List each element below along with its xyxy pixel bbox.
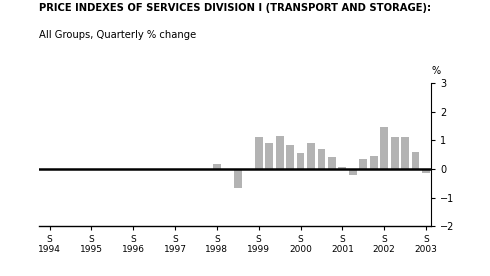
Bar xyxy=(370,156,378,169)
Text: All Groups, Quarterly % change: All Groups, Quarterly % change xyxy=(39,30,196,40)
Text: %: % xyxy=(431,66,441,76)
Bar xyxy=(349,169,357,175)
Bar xyxy=(245,169,252,170)
Bar xyxy=(412,152,419,169)
Bar xyxy=(422,169,430,173)
Bar xyxy=(213,164,221,169)
Bar xyxy=(255,137,263,169)
Bar xyxy=(234,169,242,188)
Bar xyxy=(380,127,388,169)
Bar xyxy=(296,153,304,169)
Bar xyxy=(46,169,53,170)
Bar xyxy=(265,143,273,169)
Bar xyxy=(307,143,315,169)
Bar xyxy=(401,137,409,169)
Bar xyxy=(359,159,367,169)
Bar xyxy=(318,149,325,169)
Bar xyxy=(286,145,294,169)
Bar xyxy=(276,136,284,169)
Bar xyxy=(391,137,398,169)
Text: PRICE INDEXES OF SERVICES DIVISION I (TRANSPORT AND STORAGE):: PRICE INDEXES OF SERVICES DIVISION I (TR… xyxy=(39,3,431,13)
Bar xyxy=(339,168,346,169)
Bar xyxy=(328,157,336,169)
